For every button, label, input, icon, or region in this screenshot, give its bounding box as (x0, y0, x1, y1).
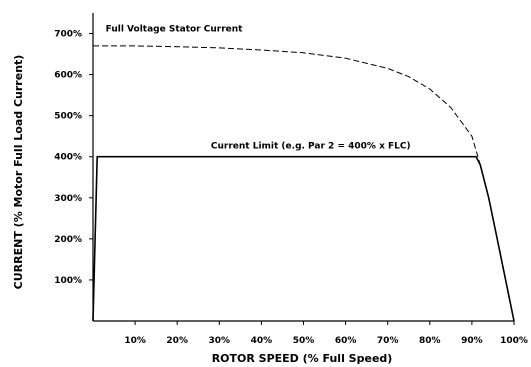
y-ticks: 100% 200% 300% 400% 500% 600% 700% (54, 30, 93, 286)
axes (92, 13, 514, 322)
annotation-full-voltage: Full Voltage Stator Current (106, 24, 244, 34)
x-ticks: 10% 20% 30% 40% 50% 60% 70% 80% 90% 100% (124, 321, 528, 346)
y-tick-label: 600% (54, 71, 82, 81)
x-tick-label: 40% (251, 336, 273, 346)
y-tick-label: 400% (54, 153, 82, 163)
x-tick-label: 70% (377, 336, 399, 346)
x-tick-label: 30% (209, 336, 231, 346)
y-tick-label: 200% (54, 235, 82, 245)
x-tick-label: 50% (293, 336, 315, 346)
y-tick-label: 700% (54, 30, 82, 40)
series-group (92, 45, 515, 322)
x-tick-label: 90% (461, 336, 483, 346)
full-voltage-stator-current-line (93, 45, 515, 322)
y-axis-title: CURRENT (% Motor Full Load Current) (12, 55, 25, 290)
annotations: Full Voltage Stator Current Current Limit… (106, 24, 411, 151)
x-tick-label: 10% (124, 336, 146, 346)
x-tick-label: 100% (500, 336, 528, 346)
y-tick-label: 100% (54, 276, 82, 286)
y-tick-label: 300% (54, 194, 82, 204)
x-tick-label: 20% (166, 336, 188, 346)
current-limit-line (92, 155, 515, 322)
y-tick-label: 500% (54, 112, 82, 122)
x-tick-label: 60% (335, 336, 357, 346)
annotation-current-limit: Current Limit (e.g. Par 2 = 400% x FLC) (211, 142, 411, 152)
x-axis-title: ROTOR SPEED (% Full Speed) (212, 352, 393, 365)
x-tick-label: 80% (419, 336, 441, 346)
